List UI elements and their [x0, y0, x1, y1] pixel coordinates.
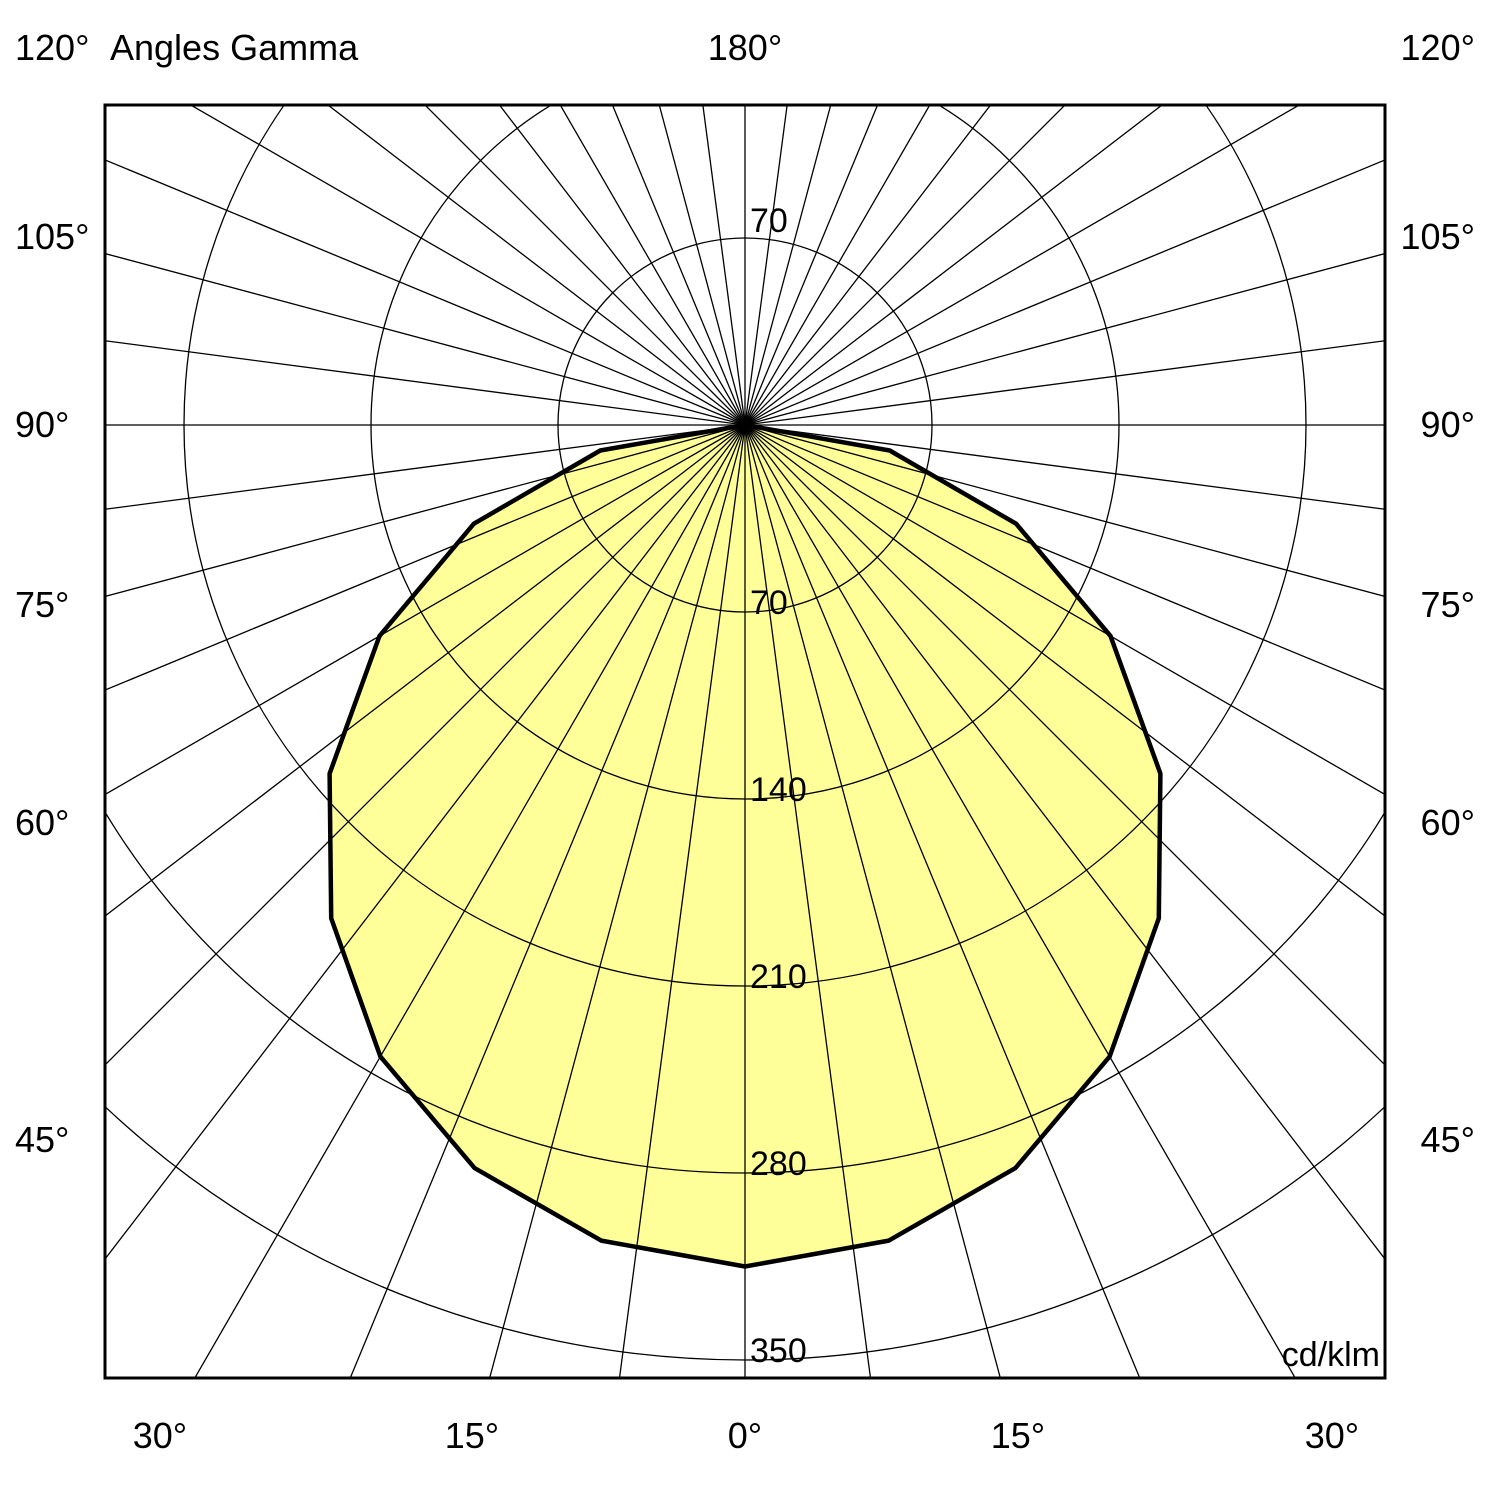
angle-label-bottom-0: 0°: [728, 1415, 762, 1456]
angle-label-right-45: 45°: [1421, 1119, 1475, 1160]
intensity-grid-circle: [183, 105, 1307, 987]
gamma-grid-line: [744, 424, 1002, 1378]
gamma-grid-line: [424, 105, 746, 426]
gamma-grid-line: [744, 105, 832, 426]
axis-labels: Angles Gamma 180° 120° 120° 105° 90° 75°…: [15, 27, 1475, 1456]
curve-outline-layer: [327, 422, 1163, 1269]
gamma-grid-line: [744, 424, 1385, 796]
angle-label-bottom-15R: 15°: [991, 1415, 1045, 1456]
angle-label-bottom-15L: 15°: [445, 1415, 499, 1456]
gamma-grid-line: [349, 424, 746, 1378]
radial-tick-70: 70: [750, 584, 788, 622]
radial-tick-140: 140: [750, 771, 807, 809]
intensity-grid-circle: [105, 810, 1385, 1174]
gamma-grid-line: [744, 105, 1066, 426]
gamma-grid-line: [744, 105, 992, 426]
gamma-grid-line: [105, 424, 746, 1066]
angle-label-left-105: 105°: [15, 216, 89, 257]
gamma-grid-line: [744, 424, 1296, 1378]
angle-label-left-75: 75°: [15, 584, 69, 625]
gamma-grid-line: [611, 105, 746, 426]
angle-label-left-120: 120°: [15, 27, 89, 68]
gamma-grid-line: [105, 340, 746, 426]
gamma-grid-line: [105, 424, 746, 796]
gamma-grid-line: [105, 424, 746, 510]
gamma-grid-line: [744, 424, 1385, 598]
radial-tick-70-top: 70: [750, 202, 788, 240]
radial-tick-280: 280: [750, 1145, 807, 1183]
gamma-grid-line: [744, 424, 872, 1378]
gamma-grid-line: [744, 105, 931, 426]
intensity-grid-circle: [105, 1105, 1385, 1361]
angle-label-right-90: 90°: [1421, 404, 1475, 445]
radial-tick-350: 350: [750, 1332, 807, 1370]
angle-label-left-45: 45°: [15, 1119, 69, 1160]
angle-label-right-75: 75°: [1421, 584, 1475, 625]
intensity-grid-circle: [557, 237, 933, 613]
gamma-grid-line: [498, 105, 746, 426]
radial-tick-210: 210: [750, 958, 807, 996]
gamma-grid-line: [744, 424, 1385, 691]
gamma-grid-line: [105, 424, 746, 691]
angle-label-right-105: 105°: [1401, 216, 1475, 257]
gamma-grid-line: [744, 340, 1385, 426]
intensity-grid-circle: [370, 105, 1120, 800]
gamma-grid-line: [326, 105, 746, 426]
gamma-grid-line: [744, 424, 1141, 1378]
gamma-grid-line: [744, 105, 879, 426]
angle-label-bottom-30R: 30°: [1305, 1415, 1359, 1456]
plot-border: [103, 103, 1387, 1380]
unit-label: cd/klm: [1282, 1336, 1380, 1374]
gamma-grid-line: [744, 424, 1385, 1261]
gamma-grid-line: [744, 105, 1164, 426]
gamma-grid-line: [488, 424, 746, 1378]
gamma-grid-line: [744, 159, 1385, 426]
angle-label-right-60: 60°: [1421, 802, 1475, 843]
gamma-grid-line: [744, 424, 1385, 510]
gamma-grid-line: [744, 105, 1301, 426]
gamma-grid-line: [105, 424, 746, 1261]
gamma-grid-line: [105, 159, 746, 426]
gamma-grid-line: [194, 424, 746, 1378]
gamma-grid-line: [702, 105, 746, 426]
angle-label-top-180: 180°: [708, 27, 782, 68]
gamma-grid-line: [189, 105, 746, 426]
intensity-curve-outline: [327, 422, 1163, 1269]
angle-label-left-90: 90°: [15, 404, 69, 445]
gamma-grid-line: [744, 424, 1385, 917]
chart-title: Angles Gamma: [110, 27, 359, 68]
gamma-grid-line: [744, 252, 1385, 426]
gamma-grid-line: [105, 252, 746, 426]
gamma-grid-line: [559, 105, 746, 426]
gamma-grid-line: [618, 424, 746, 1378]
angle-label-bottom-30L: 30°: [133, 1415, 187, 1456]
angle-label-right-120: 120°: [1401, 27, 1475, 68]
gamma-grid-line: [105, 424, 746, 917]
gamma-grid-line: [105, 424, 746, 598]
angle-label-left-60: 60°: [15, 802, 69, 843]
gamma-grid-line: [744, 424, 1385, 1066]
